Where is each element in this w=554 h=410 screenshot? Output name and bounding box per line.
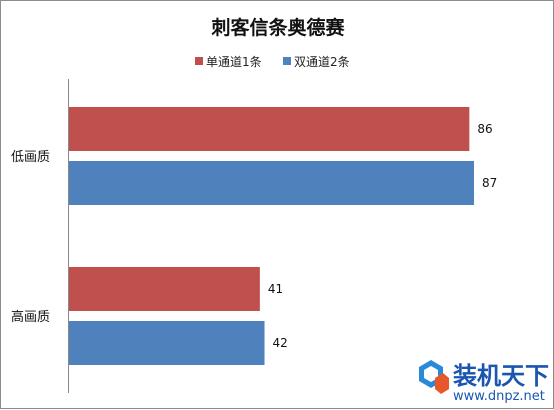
watermark-logo-icon: [419, 360, 449, 394]
legend-label-series-1: 单通道1条: [206, 55, 262, 69]
chart-title: 刺客信条奥德赛: [211, 16, 345, 39]
data-label: 42: [273, 336, 288, 350]
bar: [69, 321, 265, 365]
bars: 86 87 41 42: [69, 107, 497, 365]
bar: [69, 267, 260, 311]
bar: [69, 107, 470, 151]
category-label: 低画质: [11, 150, 50, 165]
legend-swatch-series-1: [195, 57, 203, 65]
legend-label-series-2: 双通道2条: [294, 55, 350, 69]
category-label: 高画质: [11, 309, 50, 325]
data-label: 87: [482, 176, 497, 190]
bar: [69, 161, 474, 205]
watermark-text: 装机天下: [453, 362, 549, 390]
legend: 单通道1条 双通道2条: [195, 55, 350, 69]
data-label: 41: [268, 282, 283, 296]
legend-swatch-series-2: [283, 57, 291, 65]
watermark: 装机天下 www.dnpz.net: [419, 360, 549, 404]
watermark-url: www.dnpz.net: [453, 389, 545, 404]
data-label: 86: [477, 122, 492, 136]
